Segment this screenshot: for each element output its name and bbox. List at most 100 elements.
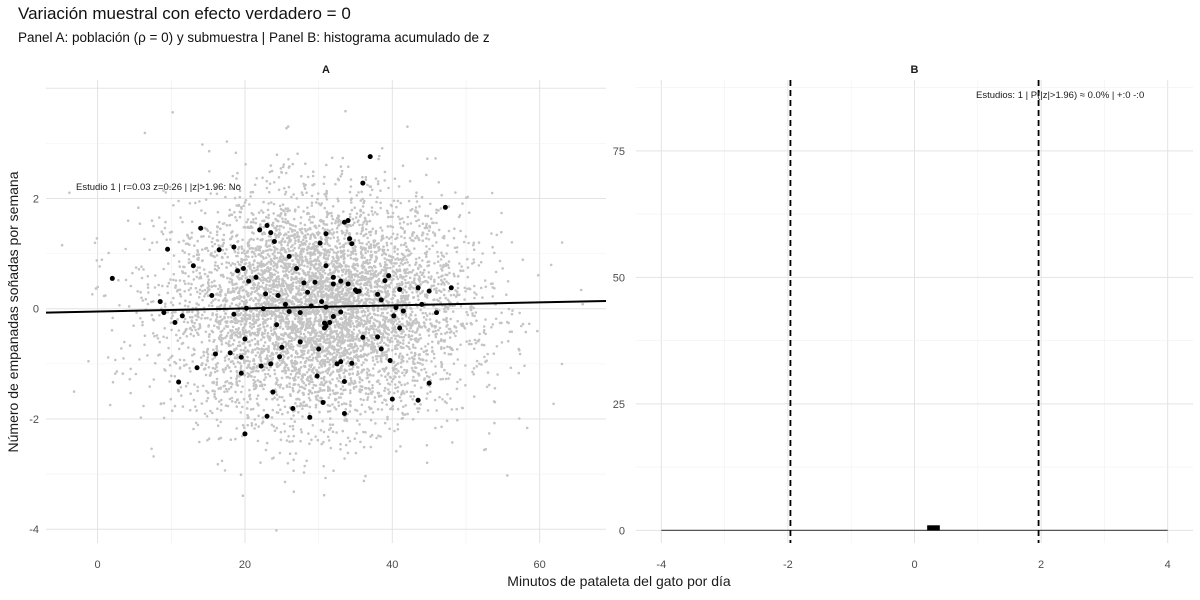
population-point [398, 320, 401, 324]
population-point [290, 276, 293, 279]
population-point [379, 226, 383, 229]
population-point [311, 356, 315, 360]
population-point [265, 269, 268, 273]
population-point [444, 318, 448, 322]
population-point [388, 338, 392, 342]
population-point [291, 224, 295, 227]
population-point [272, 327, 276, 331]
population-point [206, 439, 209, 442]
population-point [463, 327, 467, 330]
population-point [349, 270, 353, 274]
population-point [234, 216, 237, 219]
population-point [162, 267, 165, 271]
population-point [281, 327, 285, 331]
population-point [324, 278, 328, 282]
population-point [349, 391, 352, 395]
population-point [456, 319, 460, 323]
population-point [352, 296, 356, 300]
population-point [433, 262, 436, 265]
population-point [271, 457, 274, 460]
population-point [365, 315, 369, 318]
population-point [392, 262, 396, 265]
population-point [341, 351, 344, 355]
population-point [438, 321, 441, 324]
population-point [336, 255, 340, 259]
population-point [224, 336, 227, 339]
population-point [325, 223, 329, 226]
population-point [310, 285, 314, 289]
population-point [423, 324, 426, 327]
population-point [318, 324, 322, 327]
population-point [326, 338, 329, 342]
population-point [219, 386, 222, 390]
population-point [302, 210, 305, 213]
population-point [424, 345, 427, 348]
population-point [223, 304, 227, 308]
population-point [386, 373, 390, 376]
population-point [380, 253, 384, 257]
population-point [524, 330, 528, 334]
population-point [414, 346, 417, 350]
population-point [342, 268, 346, 271]
population-point [274, 269, 278, 273]
population-point [383, 257, 387, 260]
population-point [356, 269, 359, 273]
population-point [379, 341, 382, 345]
population-point [260, 269, 263, 272]
population-point [301, 256, 304, 259]
population-point [206, 391, 210, 395]
population-point [382, 307, 386, 311]
population-point [337, 324, 341, 327]
population-point [151, 241, 154, 245]
population-point [376, 408, 380, 411]
population-point [410, 238, 413, 242]
population-point [334, 312, 338, 315]
population-point [349, 389, 352, 392]
population-point [197, 296, 201, 299]
population-point [451, 310, 455, 313]
population-point [223, 359, 227, 362]
population-point [269, 201, 273, 204]
population-point [372, 302, 375, 306]
population-point [442, 255, 446, 258]
population-point [323, 332, 327, 336]
population-point [327, 231, 331, 234]
population-point [414, 263, 417, 266]
population-point [397, 185, 401, 188]
population-point [121, 372, 125, 376]
population-point [306, 357, 310, 360]
population-point [386, 225, 390, 228]
population-point [246, 313, 249, 317]
population-point [224, 366, 228, 370]
population-point [280, 246, 284, 250]
population-point [414, 194, 418, 198]
population-point [290, 195, 293, 199]
population-point [245, 299, 248, 302]
population-point [353, 206, 357, 209]
population-point [431, 244, 435, 248]
population-point [484, 285, 488, 289]
population-point [307, 396, 311, 400]
population-point [287, 230, 290, 234]
population-point [326, 213, 329, 216]
population-point [313, 346, 317, 349]
population-point [326, 242, 330, 246]
population-point [267, 287, 270, 291]
population-point [317, 224, 321, 228]
population-point [196, 315, 199, 318]
population-point [293, 338, 296, 342]
population-point [261, 275, 264, 279]
population-point [220, 343, 224, 346]
population-point [193, 326, 196, 329]
population-point [324, 240, 328, 244]
population-point [277, 188, 281, 192]
population-point [196, 385, 200, 389]
population-point [359, 282, 363, 286]
population-point [277, 235, 280, 239]
population-point [443, 368, 446, 372]
population-point [282, 319, 285, 323]
population-point [527, 322, 531, 326]
population-point [373, 211, 377, 214]
population-point [163, 305, 167, 308]
population-point [233, 356, 237, 359]
